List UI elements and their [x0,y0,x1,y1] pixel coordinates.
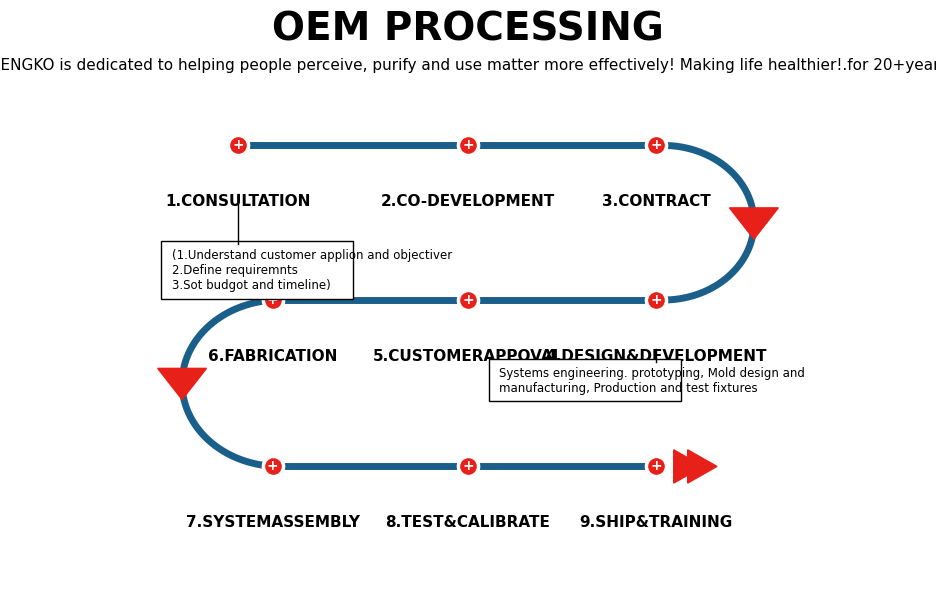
Polygon shape [157,368,207,400]
Text: +: + [267,460,279,473]
Text: +: + [462,293,474,307]
Text: Systems engineering. prototyping, Mold design and
manufacturing, Production and : Systems engineering. prototyping, Mold d… [500,367,805,395]
Polygon shape [674,450,703,483]
Text: OEM PROCESSING: OEM PROCESSING [272,11,664,49]
Text: 9.SHIP&TRAINING: 9.SHIP&TRAINING [579,515,733,530]
Text: 3.CONTRACT: 3.CONTRACT [602,194,710,209]
Polygon shape [688,450,717,483]
Text: +: + [462,139,474,152]
Text: 7.SYSTEMASSEMBLY: 7.SYSTEMASSEMBLY [185,515,359,530]
Text: +: + [232,139,243,152]
Text: +: + [651,293,662,307]
Text: +: + [651,139,662,152]
Text: +: + [651,460,662,473]
Text: 4.DESIGN&DEVELOPMENT: 4.DESIGN&DEVELOPMENT [546,349,767,364]
Polygon shape [729,208,779,239]
Text: +: + [267,293,279,307]
FancyBboxPatch shape [489,359,680,401]
Text: 8.TEST&CALIBRATE: 8.TEST&CALIBRATE [386,515,550,530]
Text: 2.CO-DEVELOPMENT: 2.CO-DEVELOPMENT [381,194,555,209]
Text: 1.CONSULTATION: 1.CONSULTATION [165,194,311,209]
Text: 6.FABRICATION: 6.FABRICATION [208,349,338,364]
Text: 5.CUSTOMERAPPOVAL: 5.CUSTOMERAPPOVAL [373,349,563,364]
Text: HENGKO is dedicated to helping people perceive, purify and use matter more effec: HENGKO is dedicated to helping people pe… [0,58,936,73]
FancyBboxPatch shape [161,241,353,299]
Text: (1.Understand customer applion and objectiver
2.Define requiremnts
3.Sot budgot : (1.Understand customer applion and objec… [171,250,452,292]
Text: +: + [462,460,474,473]
